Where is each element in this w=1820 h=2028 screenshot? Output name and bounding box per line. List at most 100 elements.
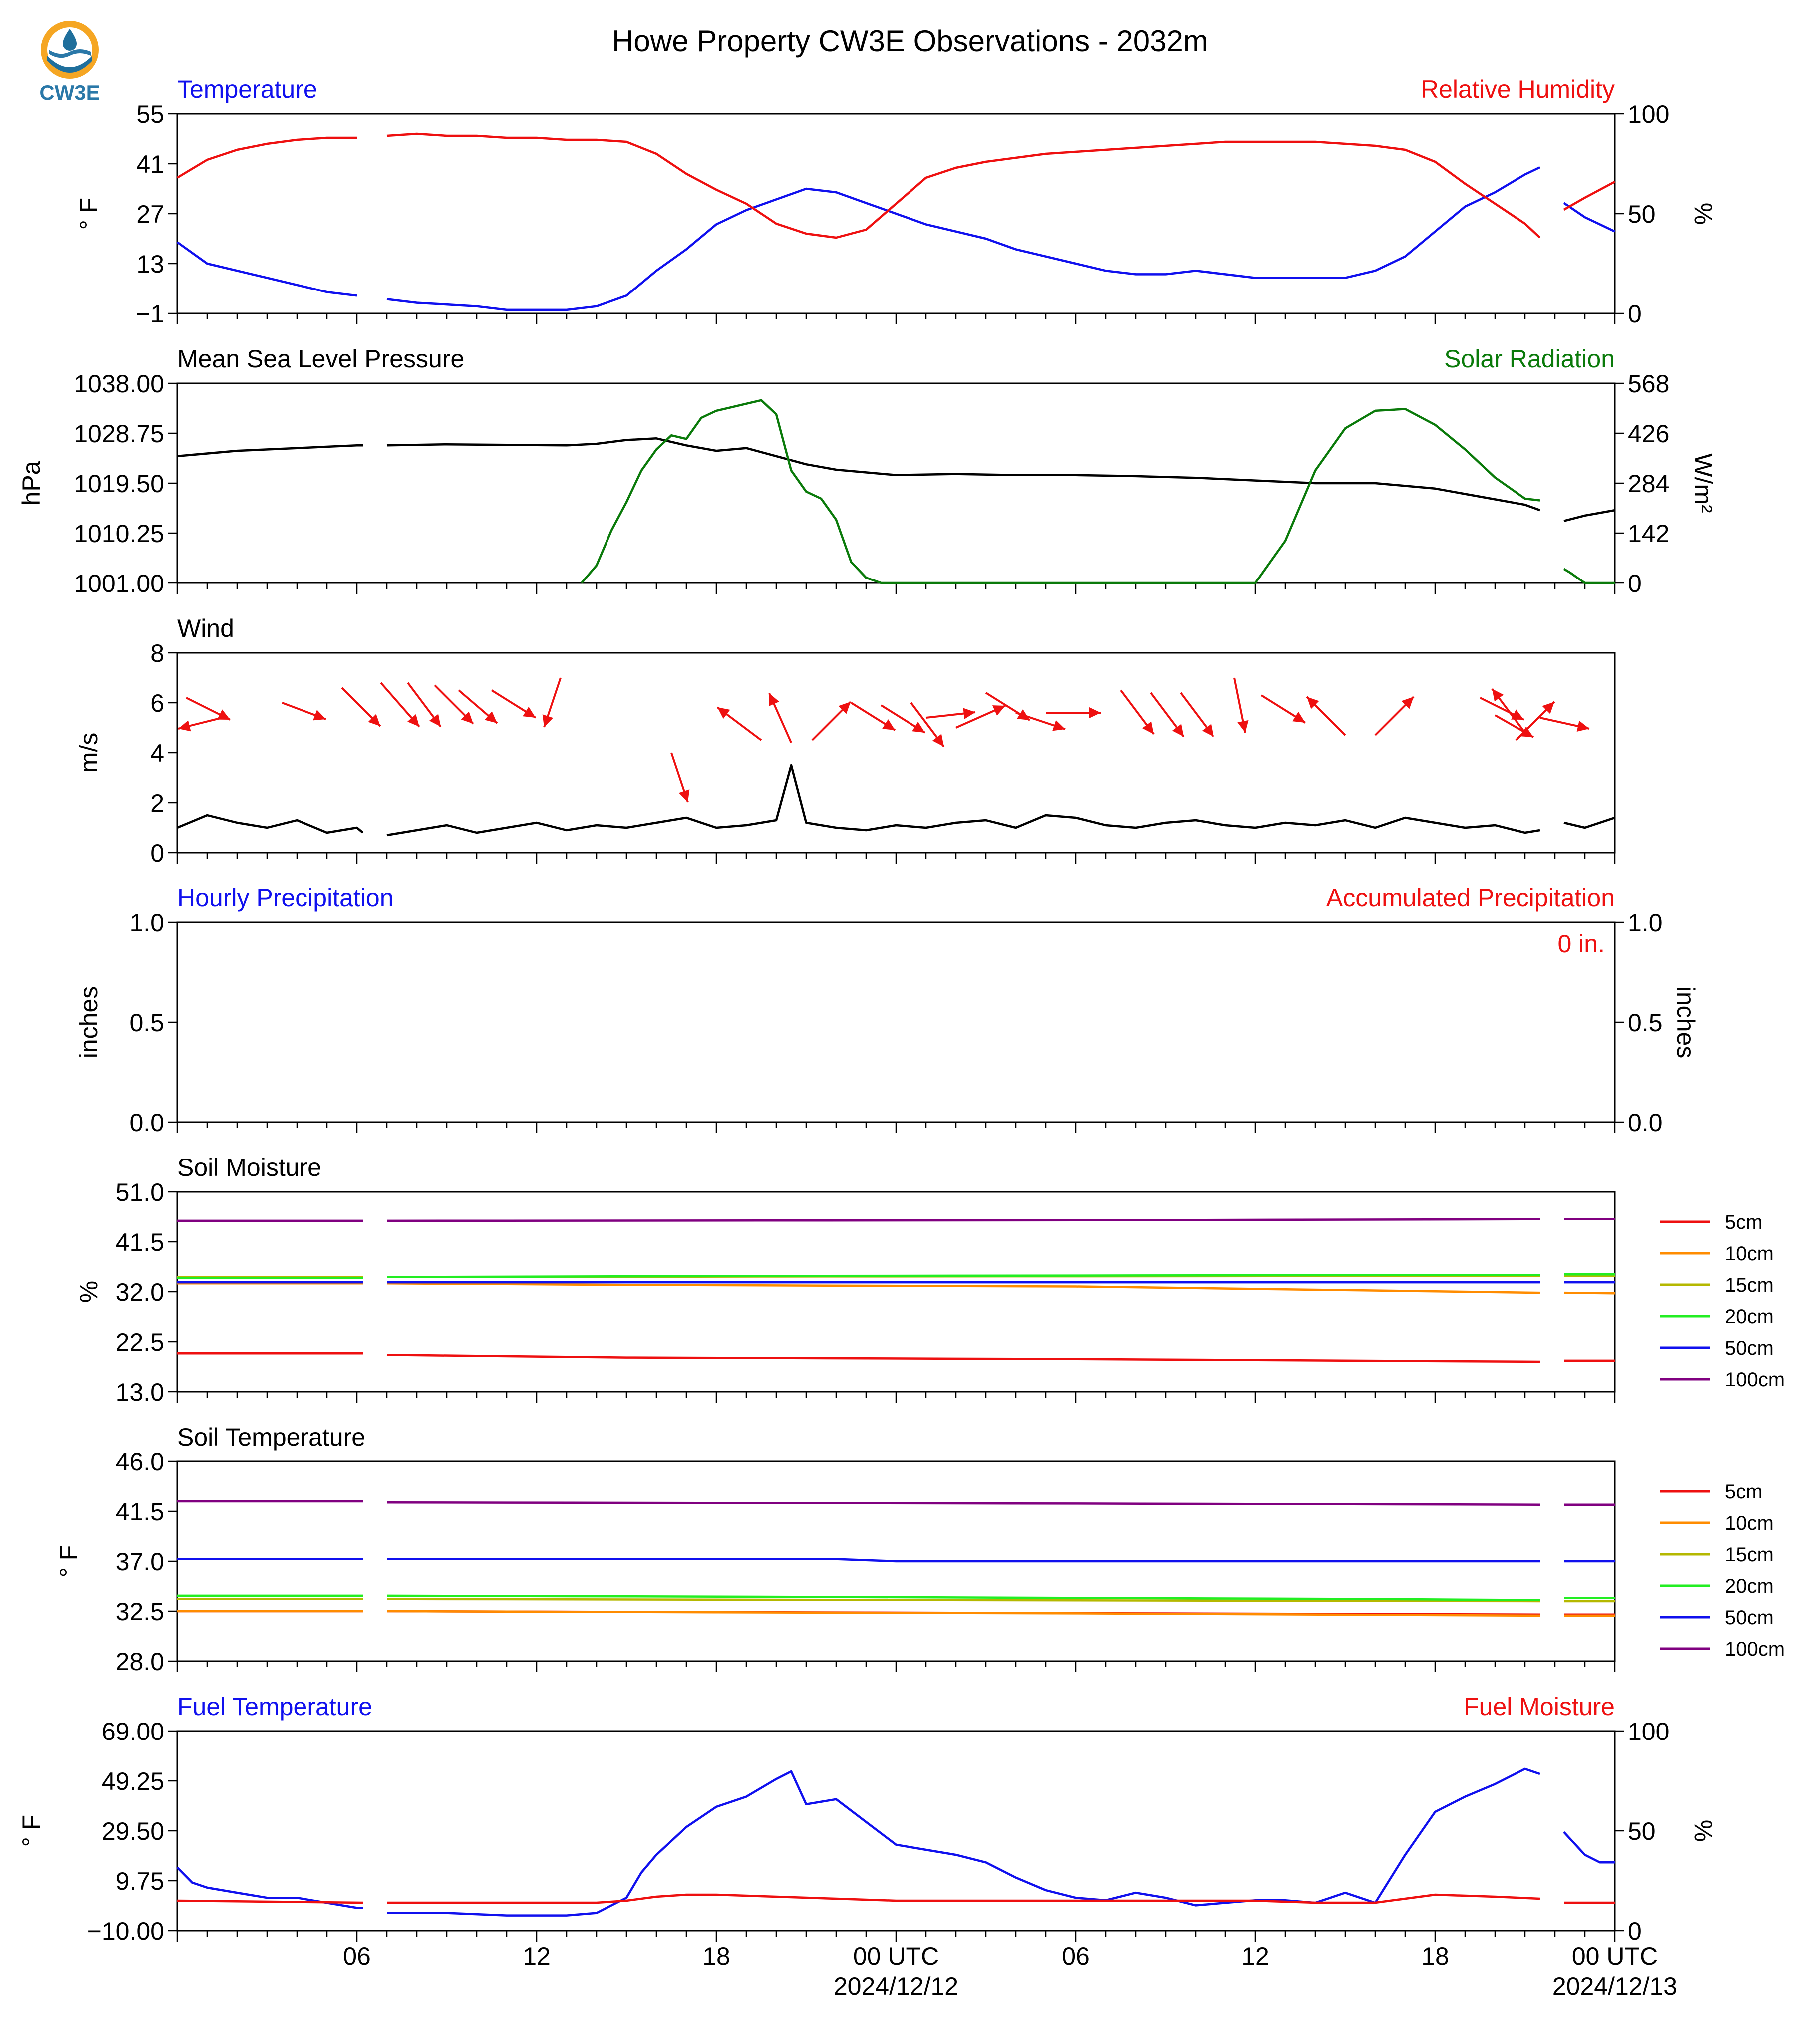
figure-title: Howe Property CW3E Observations - 2032m (612, 24, 1208, 58)
series-line-left (177, 437, 1615, 522)
y-left-tick-label: 28.0 (116, 1648, 164, 1676)
y-right-tick-label: 100 (1628, 1718, 1669, 1745)
panel-title-right: Accumulated Precipitation (1326, 884, 1615, 912)
wind-arrow-head (407, 714, 419, 727)
y-left-tick-label: 9.75 (116, 1867, 164, 1895)
y-left-tick-label: 51.0 (116, 1178, 164, 1206)
wind-arrow-head (1172, 724, 1184, 737)
wind-arrow-head (523, 707, 536, 718)
panel-soil_moisture: 13.0 22.5 32.0 41.5 51.0 Soil Moisture% 5cm 10c… (75, 1154, 1785, 1406)
y-left-tick-label: 2 (150, 789, 164, 817)
plot-frame (176, 652, 1616, 854)
series-line-100cm (177, 1500, 1615, 1506)
wind-arrow-head (932, 734, 944, 747)
panel-title-left: Fuel Temperature (177, 1693, 372, 1721)
wind-arrow-head (769, 693, 779, 706)
x-tick-label: 12 (523, 1942, 551, 1970)
panel-temp_rh: −1 13 27 41 55 0 50 100 Temperature Relative Humi… (75, 75, 1717, 328)
y-right-tick-label: 1.0 (1628, 909, 1663, 937)
plot-frame (176, 382, 1616, 584)
legend-label: 15cm (1725, 1274, 1774, 1296)
legend-label: 100cm (1725, 1638, 1785, 1660)
panel-title-left: Soil Moisture (177, 1154, 321, 1181)
panel-title-left: Soil Temperature (177, 1423, 365, 1451)
legend-label: 10cm (1725, 1243, 1774, 1265)
y-right-axis-label: % (1689, 203, 1717, 225)
y-left-tick-label: 41.5 (116, 1228, 164, 1256)
legend-label: 20cm (1725, 1575, 1774, 1597)
y-right-tick-label: 50 (1628, 1817, 1656, 1845)
series-line-left (176, 1767, 1615, 1917)
y-left-tick-label: 41 (136, 150, 164, 178)
legend: 5cm 10cm 15cm 20cm 50cm 100cm (1660, 1481, 1785, 1660)
wind-arrow-head (1576, 720, 1589, 732)
y-left-tick-label: 4 (150, 739, 164, 767)
wind-arrow-head (313, 710, 326, 721)
series-line-10cm (177, 1282, 1615, 1295)
y-left-tick-label: 1038.00 (74, 370, 164, 398)
legend-label: 50cm (1725, 1337, 1774, 1359)
legend-label: 20cm (1725, 1306, 1774, 1328)
y-left-tick-label: 69.00 (102, 1718, 164, 1745)
panel-precip: 0.0 0.5 1.0 0.0 0.5 1.0 Hourly Precipitation Ac… (75, 884, 1700, 1137)
panel-soil_temp: 28.0 32.5 37.0 41.5 46.0 Soil Temperature ° F 5… (55, 1423, 1785, 1676)
y-right-axis-label: inches (1672, 986, 1700, 1059)
plot-frame (176, 921, 1616, 1123)
legend-label: 50cm (1725, 1607, 1774, 1629)
y-right-tick-label: 284 (1628, 470, 1669, 498)
y-left-axis-label: ° F (55, 1545, 83, 1577)
y-left-axis-label: ° F (17, 1815, 45, 1847)
y-left-tick-label: 8 (150, 639, 164, 667)
series-line-15cm (177, 1598, 1615, 1603)
wind-arrow-head (542, 714, 554, 727)
y-left-tick-label: 49.25 (102, 1767, 164, 1795)
series-line-right (176, 132, 1616, 239)
y-left-tick-label: 0.0 (129, 1109, 164, 1137)
wind-arrow-head (484, 711, 497, 723)
y-left-tick-label: 22.5 (116, 1328, 164, 1356)
y-right-tick-label: 568 (1628, 370, 1669, 398)
y-right-axis-label: W/m² (1689, 453, 1717, 513)
legend-label: 15cm (1725, 1544, 1774, 1566)
panel-title-right: Fuel Moisture (1464, 1693, 1615, 1721)
wind-arrow-head (717, 707, 730, 719)
wind-arrow-head (992, 705, 1005, 716)
series-line-left (177, 764, 1615, 837)
wind-arrow-head (1202, 724, 1213, 737)
panel-title-left: Temperature (177, 75, 317, 103)
legend-label: 100cm (1725, 1369, 1785, 1391)
y-left-tick-label: 1019.50 (74, 470, 164, 498)
y-left-tick-label: 6 (150, 689, 164, 717)
y-left-tick-label: 46.0 (116, 1448, 164, 1476)
y-right-tick-label: 426 (1628, 420, 1669, 448)
y-right-tick-label: 0 (1628, 300, 1642, 328)
y-left-tick-label: 0.5 (129, 1009, 164, 1037)
wind-arrow-head (838, 702, 851, 714)
y-left-tick-label: 41.5 (116, 1498, 164, 1526)
wind-arrow-head (1292, 712, 1305, 723)
wind-arrow-head (368, 714, 380, 726)
x-tick-label: 06 (1062, 1942, 1090, 1970)
wind-arrow-head (1142, 721, 1154, 734)
wind-arrow-head (178, 720, 191, 732)
legend: 5cm 10cm 15cm 20cm 50cm 100cm (1660, 1211, 1785, 1391)
series-line-right (177, 1893, 1615, 1904)
y-left-tick-label: 1001.00 (74, 570, 164, 597)
series-line-right (581, 399, 1615, 584)
panel-title-left: Hourly Precipitation (177, 884, 394, 912)
x-tick-label: 18 (1421, 1942, 1449, 1970)
y-right-tick-label: 50 (1628, 200, 1656, 228)
logo-drop-icon (63, 29, 77, 51)
logo-water (47, 56, 92, 73)
legend-label: 5cm (1725, 1211, 1763, 1233)
y-left-tick-label: 32.0 (116, 1278, 164, 1306)
wind-arrow-head (1492, 689, 1504, 702)
x-tick-label: 00 UTC (1572, 1942, 1658, 1970)
wind-arrow-head (1089, 707, 1101, 719)
y-right-axis-label: % (1689, 1820, 1717, 1842)
panel-pressure_solar: 1001.00 1010.25 1019.50 1028.75 1038.00 0 142 2… (17, 345, 1717, 597)
panel-title-right: Relative Humidity (1421, 75, 1615, 103)
wind-arrows (178, 677, 1590, 803)
panel-wind: 0 2 4 6 8 Wind m/s (75, 614, 1616, 867)
